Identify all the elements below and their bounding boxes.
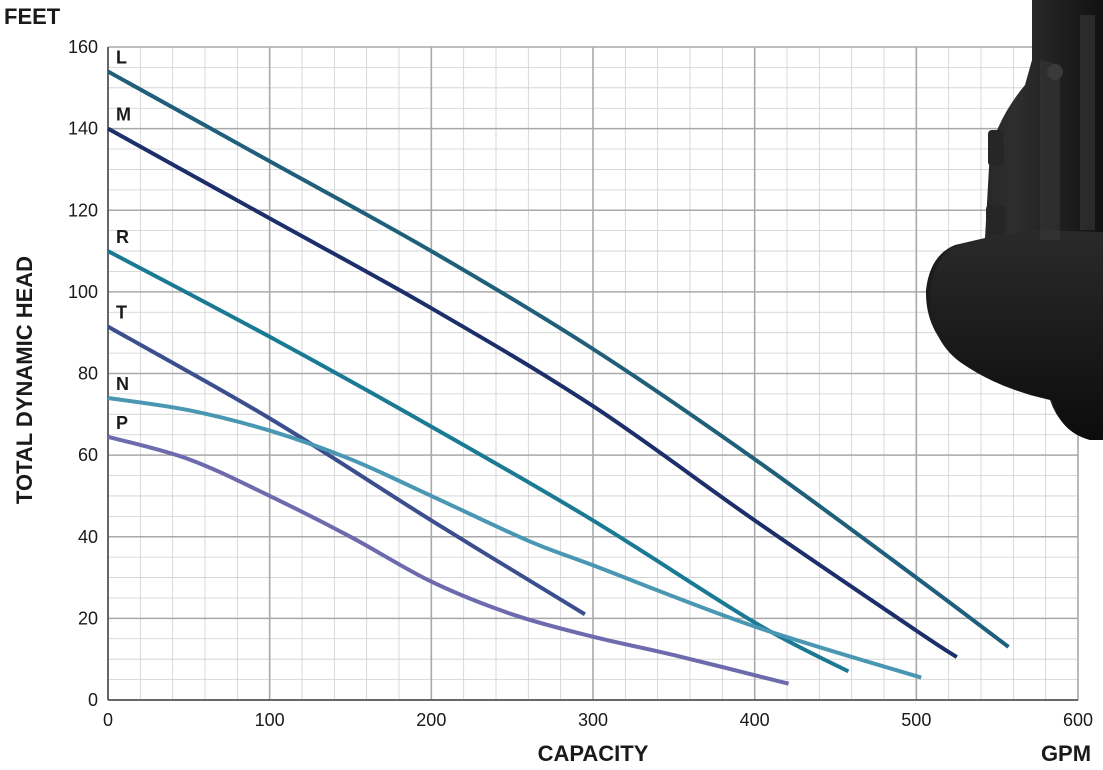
x-tick-label: 300: [578, 710, 608, 730]
y-tick-label: 0: [88, 690, 98, 710]
x-unit-label: GPM: [1041, 741, 1091, 766]
series-label-l: L: [116, 47, 127, 67]
y-tick-label: 100: [68, 282, 98, 302]
y-tick-label: 120: [68, 200, 98, 220]
axes: [107, 47, 1078, 701]
x-tick-label: 500: [901, 710, 931, 730]
series-lines: [107, 69, 1010, 686]
y-tick-label: 160: [68, 37, 98, 57]
y-tick-labels: 0 20 40 60 80 100 120 140 160: [68, 37, 98, 710]
y-tick-label: 80: [78, 364, 98, 384]
y-tick-label: 60: [78, 445, 98, 465]
series-line-r: [107, 249, 850, 674]
series-label-p: P: [116, 413, 128, 433]
y-tick-label: 40: [78, 527, 98, 547]
x-tick-label: 200: [416, 710, 446, 730]
pump-image: [925, 0, 1103, 440]
x-axis-title: CAPACITY: [538, 741, 649, 766]
x-tick-label: 400: [740, 710, 770, 730]
y-unit-label: FEET: [4, 4, 61, 29]
series-line-t: [107, 324, 586, 617]
series-line-l: [107, 69, 1010, 649]
x-tick-labels: 0 100 200 300 400 500 600: [103, 710, 1093, 730]
y-tick-label: 140: [68, 119, 98, 139]
series-label-m: M: [116, 105, 131, 125]
series-label-t: T: [116, 303, 127, 323]
x-tick-label: 100: [255, 710, 285, 730]
x-tick-label: 600: [1063, 710, 1093, 730]
y-tick-label: 20: [78, 608, 98, 628]
series-line-n: [107, 396, 922, 680]
y-axis-title: TOTAL DYNAMIC HEAD: [12, 256, 37, 504]
series-label-r: R: [116, 227, 129, 247]
series-line-p: [107, 434, 790, 686]
series-label-n: N: [116, 374, 129, 394]
series-labels: L M R T NP: [116, 47, 131, 432]
major-gridlines: [107, 46, 1079, 701]
x-tick-label: 0: [103, 710, 113, 730]
series-line-m: [107, 126, 958, 659]
